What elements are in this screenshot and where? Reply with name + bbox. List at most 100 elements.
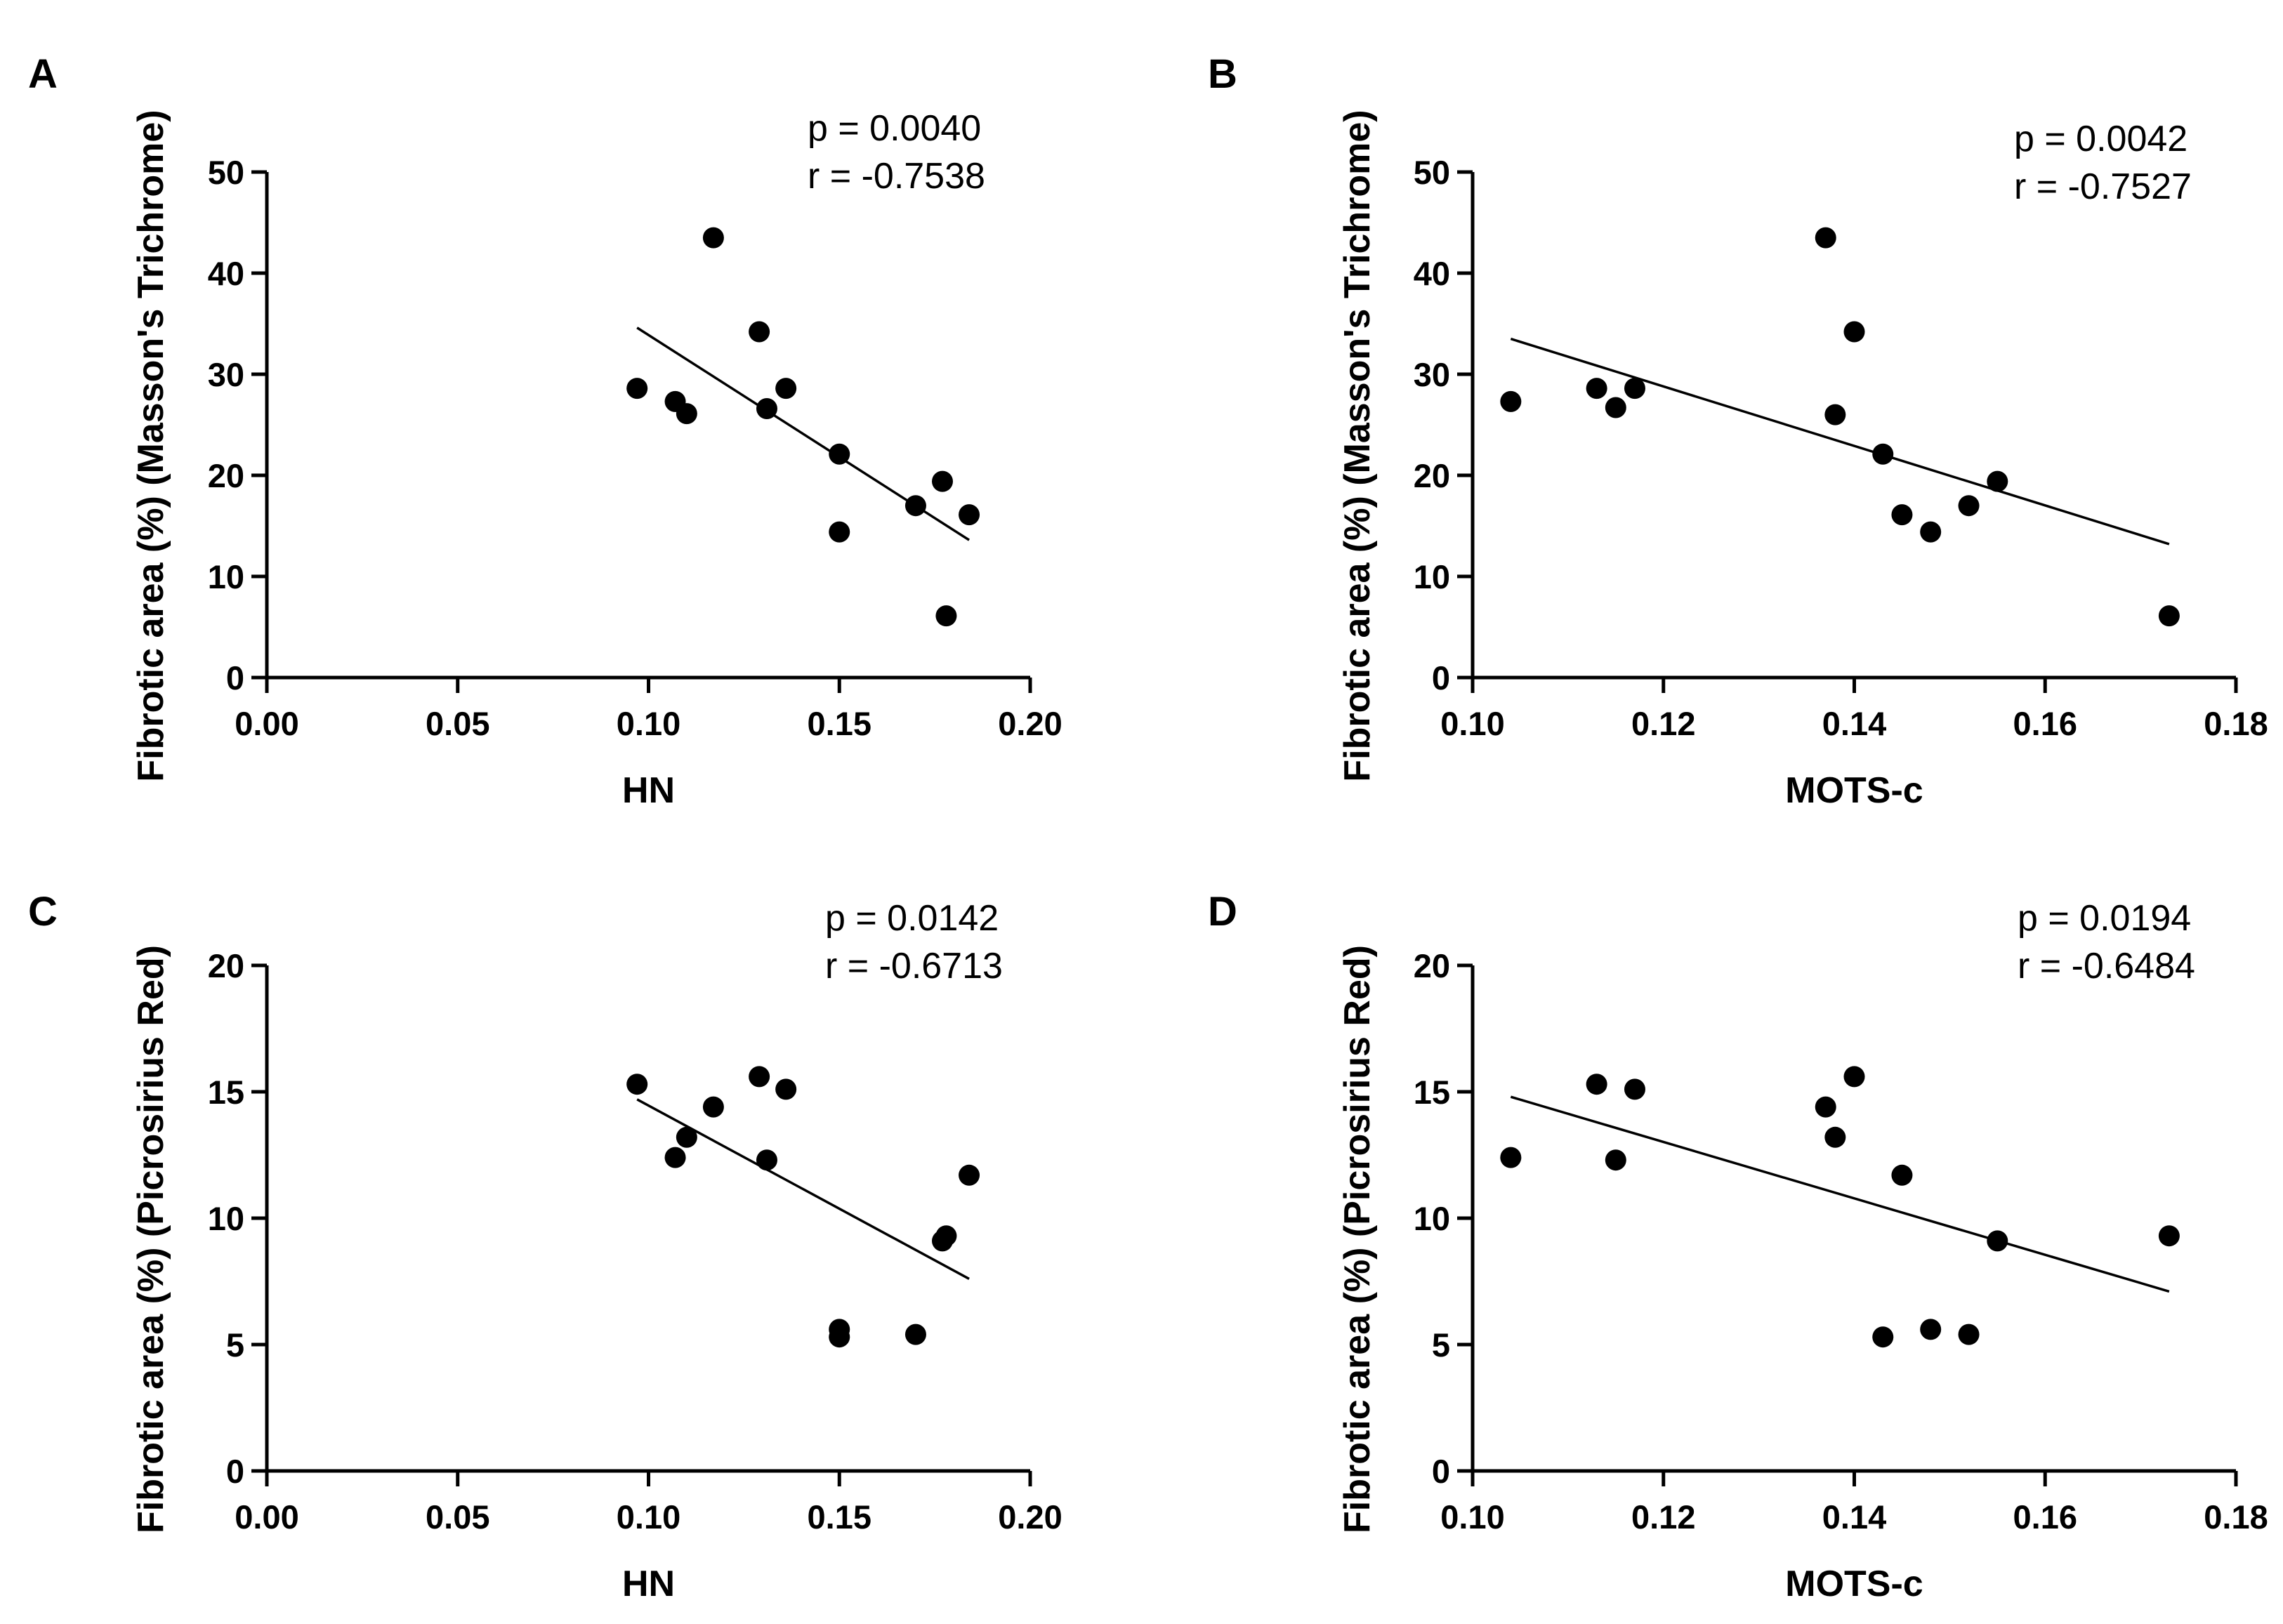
x-tick-label: 0.15 <box>808 1498 871 1536</box>
r-value: r = -0.7538 <box>808 156 985 197</box>
x-tick-label: 0.16 <box>2013 705 2077 742</box>
x-tick-label: 0.00 <box>235 705 298 742</box>
data-point <box>2158 1225 2180 1247</box>
data-point <box>1872 1326 1894 1348</box>
data-point <box>1920 521 1942 543</box>
y-axis-label: Fibrotic area (%) (Picrosirius Red) <box>1337 945 1378 1533</box>
data-point <box>1500 390 1522 412</box>
data-point <box>935 1225 957 1247</box>
x-tick-label: 0.05 <box>426 705 489 742</box>
x-tick-label: 0.20 <box>998 1498 1062 1536</box>
data-point <box>904 1323 926 1345</box>
x-tick-label: 0.10 <box>617 1498 680 1536</box>
data-point <box>676 1126 697 1148</box>
data-point <box>1624 378 1645 400</box>
data-point <box>1987 1230 2008 1252</box>
data-point <box>775 1078 797 1100</box>
r-value: r = -0.6713 <box>825 946 1003 986</box>
x-axis-label: MOTS-c <box>1785 1564 1923 1604</box>
data-point <box>959 504 980 526</box>
y-tick-label: 0 <box>226 659 244 697</box>
data-point <box>676 403 697 425</box>
data-point <box>1891 1164 1913 1186</box>
p-value: p = 0.0194 <box>2018 898 2191 939</box>
y-tick-label: 20 <box>1414 457 1450 494</box>
data-point <box>2158 605 2180 627</box>
x-tick-label: 0.12 <box>1631 1498 1695 1536</box>
data-point <box>1586 1074 1607 1095</box>
data-point <box>1500 1147 1522 1168</box>
data-point <box>756 397 777 419</box>
data-point <box>829 1326 850 1348</box>
x-axis-label: MOTS-c <box>1785 770 1923 811</box>
x-tick-label: 0.00 <box>235 1498 298 1536</box>
y-tick-label: 0 <box>1432 1453 1450 1490</box>
y-tick-label: 20 <box>208 457 244 494</box>
data-point <box>829 443 850 465</box>
y-tick-label: 50 <box>208 154 244 191</box>
x-tick-label: 0.15 <box>808 705 871 742</box>
data-point <box>1824 404 1846 425</box>
x-tick-label: 0.14 <box>1822 705 1886 742</box>
y-tick-label: 10 <box>1414 558 1450 595</box>
y-tick-label: 15 <box>208 1074 244 1111</box>
p-value: p = 0.0042 <box>2014 119 2187 159</box>
x-tick-label: 0.12 <box>1631 705 1695 742</box>
x-tick-label: 0.18 <box>2204 1498 2268 1536</box>
y-axis-label: Fibrotic area (%) (Picrosirius Red) <box>131 945 171 1533</box>
data-point <box>1586 378 1607 400</box>
p-value: p = 0.0142 <box>825 898 999 939</box>
data-point <box>1958 495 1980 517</box>
regression-line <box>636 1098 970 1280</box>
data-point <box>1920 1319 1942 1340</box>
data-point <box>1815 227 1836 249</box>
x-tick-label: 0.10 <box>1440 1498 1504 1536</box>
data-point <box>756 1149 777 1171</box>
data-point <box>1958 1323 1980 1345</box>
y-axis-label: Fibrotic area (%) (Masson's Trichrome) <box>1337 110 1378 781</box>
r-value: r = -0.6484 <box>2018 946 2195 986</box>
data-point <box>1605 1149 1626 1171</box>
panel-b: B 0.10 0.12 0.14 0.16 0.18 0 10 20 30 40 50 MOTS-c Fi… <box>1208 51 2268 811</box>
x-tick-label: 0.14 <box>1822 1498 1886 1536</box>
panel-letter: A <box>28 51 58 97</box>
data-point <box>1872 443 1894 465</box>
data-point <box>702 1096 724 1118</box>
regression-line <box>1510 1095 2170 1293</box>
data-point <box>1843 321 1865 343</box>
data-point <box>1891 504 1913 526</box>
y-axis-label: Fibrotic area (%) (Masson's Trichrome) <box>131 110 171 781</box>
data-point <box>1815 1096 1836 1118</box>
data-point <box>702 227 724 249</box>
y-tick-label: 40 <box>208 255 244 292</box>
y-tick-label: 15 <box>1414 1074 1450 1111</box>
y-tick-label: 50 <box>1414 154 1450 191</box>
data-point <box>1605 397 1626 418</box>
regression-line <box>1510 337 2170 546</box>
data-point <box>749 1066 770 1088</box>
data-point <box>1843 1066 1865 1088</box>
y-tick-label: 10 <box>208 558 244 595</box>
y-tick-label: 30 <box>208 356 244 393</box>
data-point <box>1824 1126 1846 1148</box>
y-tick-label: 0 <box>226 1453 244 1490</box>
data-point <box>664 1147 686 1168</box>
y-tick-label: 30 <box>1414 356 1450 393</box>
data-point <box>904 495 926 517</box>
y-tick-label: 40 <box>1414 255 1450 292</box>
x-tick-label: 0.16 <box>2013 1498 2077 1536</box>
x-axis-label: HN <box>622 1564 675 1604</box>
y-tick-label: 10 <box>208 1200 244 1237</box>
y-tick-label: 0 <box>1432 659 1450 697</box>
data-point <box>931 470 953 492</box>
panel-letter: C <box>28 889 58 935</box>
panel-d: D 0.10 0.12 0.14 0.16 0.18 0 5 10 15 20 MOTS-c Fibro… <box>1208 889 2268 1604</box>
x-tick-label: 0.05 <box>426 1498 489 1536</box>
panel-c: C 0.00 0.05 0.10 0.15 0.20 0 5 10 15 20 HN Fibrotic … <box>28 889 1062 1604</box>
data-point <box>775 378 797 400</box>
y-tick-label: 20 <box>208 947 244 984</box>
data-point <box>626 1074 648 1095</box>
panel-letter: D <box>1208 889 1237 935</box>
data-point <box>1624 1078 1645 1100</box>
y-tick-label: 10 <box>1414 1200 1450 1237</box>
